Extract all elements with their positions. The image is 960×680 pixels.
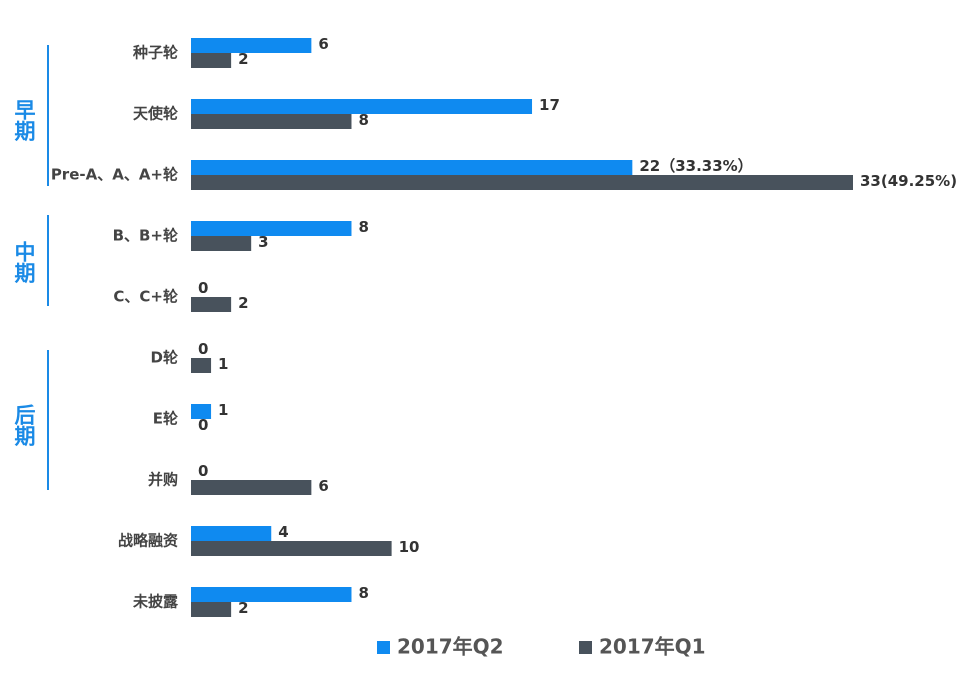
category-label: 战略融资	[118, 532, 178, 550]
value-label: 33(49.25%)	[860, 172, 957, 190]
value-label: 6	[318, 477, 328, 495]
bar	[191, 53, 232, 68]
bar	[191, 541, 392, 556]
value-label: 0	[198, 279, 208, 297]
bar	[191, 526, 272, 541]
bar	[191, 99, 533, 114]
bar	[191, 236, 252, 251]
category-label: C、C+轮	[113, 288, 178, 306]
value-label: 0	[198, 416, 208, 434]
bar	[191, 358, 212, 373]
value-label: 1	[218, 401, 228, 419]
value-label: 22（33.33%）	[639, 157, 752, 175]
category-label: E轮	[153, 410, 178, 428]
legend-swatch	[377, 641, 390, 654]
bar	[191, 404, 212, 419]
value-label: 2	[238, 50, 248, 68]
bar	[191, 297, 232, 312]
bar	[191, 160, 633, 175]
category-label: Pre-A、A、A+轮	[51, 166, 178, 184]
bar	[191, 114, 352, 129]
value-label: 6	[318, 35, 328, 53]
value-label: 8	[358, 111, 368, 129]
legend-label: 2017年Q2	[397, 635, 504, 659]
category-label: D轮	[151, 349, 178, 367]
value-label: 10	[399, 538, 420, 556]
bar	[191, 480, 312, 495]
legend-swatch	[579, 641, 592, 654]
category-label: B、B+轮	[113, 227, 178, 245]
value-label: 8	[358, 584, 368, 602]
value-label: 2	[238, 599, 248, 617]
group-label: 中期	[12, 241, 36, 284]
bar	[191, 587, 352, 602]
bar	[191, 175, 853, 190]
value-label: 4	[278, 523, 288, 541]
legend-label: 2017年Q1	[599, 635, 706, 659]
bar	[191, 602, 232, 617]
group-label: 后期	[12, 404, 36, 447]
bar	[191, 221, 352, 236]
category-label: 种子轮	[132, 44, 178, 62]
group-label: 早期	[12, 99, 36, 142]
value-label: 1	[218, 355, 228, 373]
value-label: 0	[198, 340, 208, 358]
category-label: 并购	[148, 471, 178, 489]
category-label: 未披露	[132, 593, 179, 611]
bar	[191, 38, 312, 53]
value-label: 8	[358, 218, 368, 236]
value-label: 17	[539, 96, 560, 114]
value-label: 2	[238, 294, 248, 312]
value-label: 0	[198, 462, 208, 480]
value-label: 3	[258, 233, 268, 251]
category-label: 天使轮	[133, 105, 178, 123]
